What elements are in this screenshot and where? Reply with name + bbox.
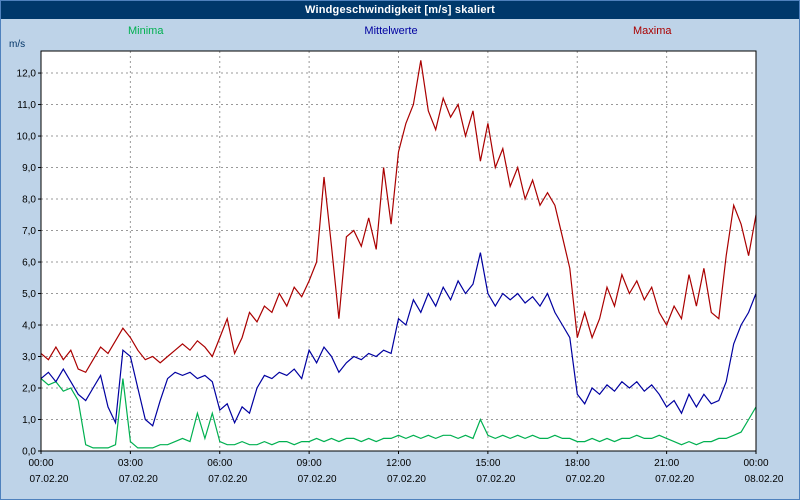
y-axis-unit-label: m/s	[9, 39, 25, 50]
y-tick-label: 2,0	[22, 384, 36, 395]
x-tick-date-label: 07.02.20	[208, 474, 247, 485]
x-tick-date-label: 07.02.20	[566, 474, 605, 485]
y-tick-label: 9,0	[22, 163, 36, 174]
y-tick-label: 11,0	[17, 100, 36, 111]
series-line-minima	[40, 378, 757, 449]
y-tick-label: 3,0	[22, 352, 36, 363]
x-tick-time-label: 12:00	[386, 458, 411, 469]
y-tick-label: 10,0	[17, 132, 37, 143]
series-line-mittelwerte	[40, 252, 757, 427]
x-tick-date-label: 07.02.20	[119, 474, 158, 485]
series-line-maxima	[40, 60, 757, 374]
title-bar: Windgeschwindigkeit [m/s] skaliert	[1, 1, 799, 19]
legend-minima-label: Minima	[128, 25, 164, 37]
y-tick-label: 8,0	[22, 195, 36, 206]
x-tick-date-label: 07.02.20	[387, 474, 426, 485]
x-tick-time-label: 09:00	[297, 458, 322, 469]
x-tick-time-label: 00:00	[743, 458, 768, 469]
x-tick-date-label: 07.02.20	[655, 474, 694, 485]
legend-maxima-label: Maxima	[633, 25, 672, 37]
y-tick-label: 4,0	[22, 321, 36, 332]
y-tick-label: 12,0	[17, 69, 37, 80]
x-tick-time-label: 21:00	[654, 458, 679, 469]
wind-speed-chart: 0,0 1,0 2,0 3,0 4,0 5,0 6,0 7,0 8,0 9,0 10,0 11,0 12…	[9, 39, 784, 485]
y-tick-label: 6,0	[22, 258, 36, 269]
y-tick-label: 7,0	[22, 226, 36, 237]
legend-mittelwerte-label: Mittelwerte	[364, 25, 418, 37]
x-tick-time-label: 15:00	[475, 458, 500, 469]
x-tick-time-label: 00:00	[28, 458, 53, 469]
x-tick-time-label: 06:00	[207, 458, 232, 469]
x-tick-date-label: 08.02.20	[745, 474, 784, 485]
x-tick-time-label: 18:00	[565, 458, 590, 469]
x-tick-date-label: 07.02.20	[298, 474, 337, 485]
x-tick-date-label: 07.02.20	[476, 474, 515, 485]
y-tick-label: 0,0	[22, 447, 36, 458]
window-title: Windgeschwindigkeit [m/s] skaliert	[304, 4, 496, 16]
y-tick-label: 5,0	[22, 289, 36, 300]
y-tick-label: 1,0	[22, 415, 36, 426]
x-tick-date-label: 07.02.20	[30, 474, 69, 485]
x-tick-time-label: 03:00	[118, 458, 143, 469]
